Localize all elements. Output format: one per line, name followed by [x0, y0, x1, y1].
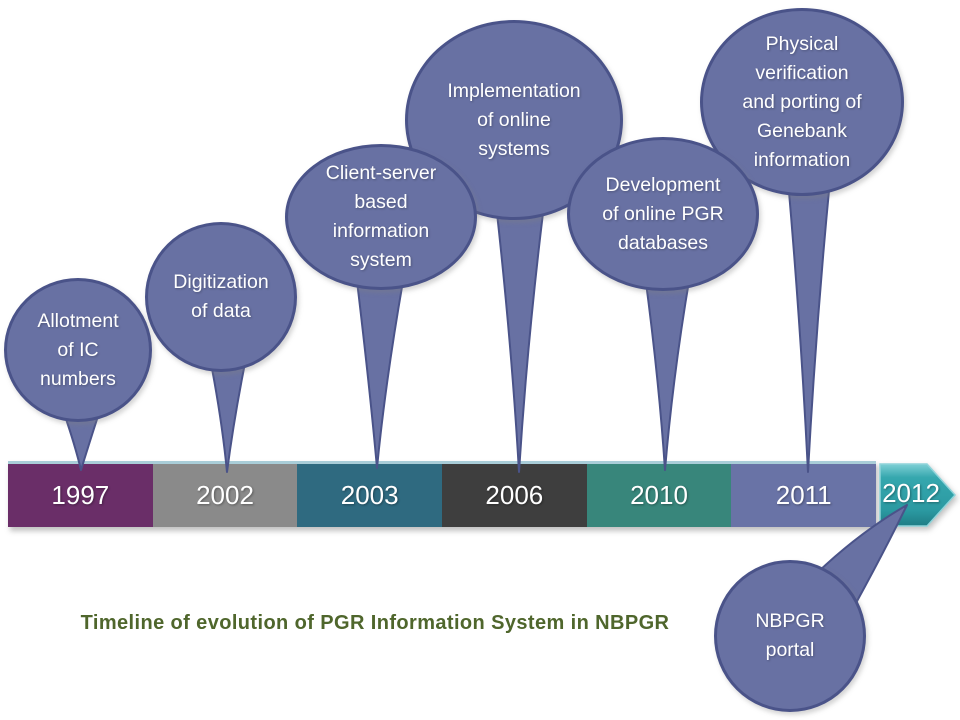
year-label: 2002 — [196, 480, 254, 510]
caption: Timeline of evolution of PGR Information… — [80, 612, 670, 634]
timeline-segment-1997: 1997 — [8, 464, 153, 527]
balloon-tail-2002 — [209, 357, 247, 473]
year-label: 2012 — [882, 477, 940, 508]
balloon-text: Client-server based information system — [325, 162, 437, 271]
balloon-text: Implementation of online systems — [447, 79, 581, 160]
balloon-text: Allotment of IC numbers — [37, 309, 119, 390]
balloon-text: NBPGR portal — [755, 610, 825, 661]
balloon-nbpgr-portal: NBPGR portal — [714, 560, 866, 712]
balloon-text: Physical verification and porting of Gen… — [742, 32, 862, 171]
year-label: 2003 — [340, 480, 399, 510]
timeline-segment-2011: 2011 — [731, 464, 877, 527]
balloon-text: Digitization of data — [173, 271, 269, 322]
year-label: 2006 — [485, 480, 544, 510]
year-label: 1997 — [51, 480, 110, 510]
balloon-tail-2011 — [787, 179, 831, 473]
timeline-bar: 1997 2002 2003 2006 2010 2011 — [8, 461, 877, 527]
timeline-segment-2010: 2010 — [586, 464, 732, 527]
timeline-segment-2003: 2003 — [297, 464, 443, 527]
balloon-allotment-ic-numbers: Allotment of IC numbers — [4, 278, 152, 422]
balloon-digitization-of-data: Digitization of data — [145, 222, 297, 372]
balloon-text: Development of online PGR databases — [602, 173, 724, 254]
year-label: 2011 — [775, 480, 832, 510]
balloon-tail-2010 — [644, 274, 691, 471]
timeline-arrow-2012-label: 2012 — [879, 461, 943, 525]
balloon-tail-2006 — [496, 212, 544, 473]
balloon-development-pgr-databases: Development of online PGR databases — [567, 137, 759, 291]
year-label: 2010 — [630, 480, 688, 510]
balloon-client-server-system: Client-server based information system — [285, 144, 477, 290]
timeline-segment-2006: 2006 — [442, 464, 587, 527]
timeline-segment-2002: 2002 — [152, 464, 298, 527]
balloon-tail-2003 — [356, 280, 404, 469]
